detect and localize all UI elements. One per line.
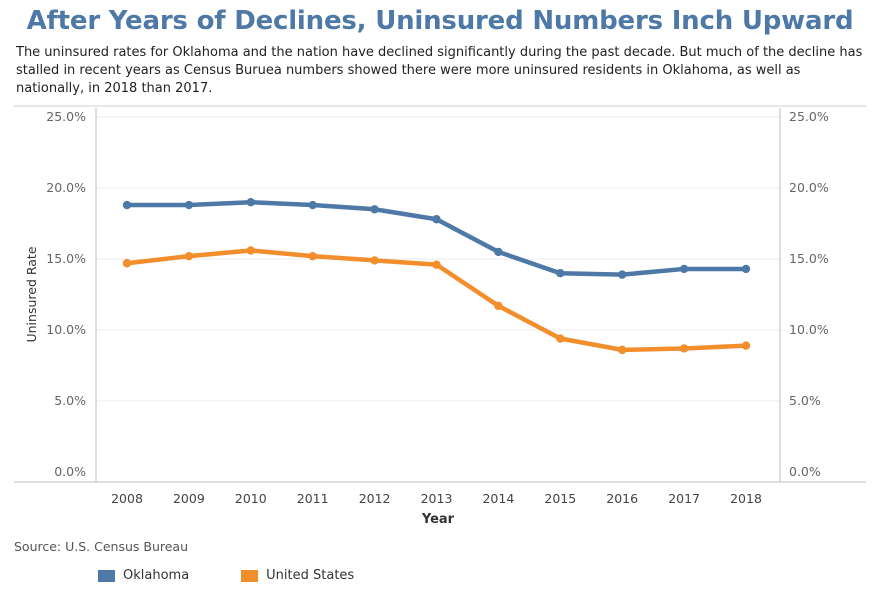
y-tick-label-right: 10.0% xyxy=(789,322,829,337)
chart-title: After Years of Declines, Uninsured Numbe… xyxy=(26,6,854,36)
data-point-united-states xyxy=(184,251,194,261)
data-point-oklahoma xyxy=(184,200,194,210)
x-tick-label: 2010 xyxy=(235,491,267,506)
x-tick-label: 2008 xyxy=(111,491,143,506)
y-axis-title: Uninsured Rate xyxy=(24,246,39,342)
data-point-united-states xyxy=(246,246,255,255)
x-axis-title: Year xyxy=(421,512,455,527)
x-tick-label: 2012 xyxy=(359,491,391,506)
x-tick-label: 2015 xyxy=(544,491,576,506)
data-point-united-states xyxy=(432,260,441,269)
data-point-united-states xyxy=(679,344,689,353)
data-point-united-states xyxy=(741,341,751,350)
y-tick-label-right: 0.0% xyxy=(789,464,821,479)
y-tick-label-right: 25.0% xyxy=(789,109,829,124)
legend-item-oklahoma[interactable]: Oklahoma xyxy=(98,568,189,583)
data-point-oklahoma xyxy=(679,264,689,274)
data-point-oklahoma xyxy=(741,264,751,274)
legend-label-oklahoma: Oklahoma xyxy=(123,568,190,583)
x-tick-label: 2011 xyxy=(297,491,329,506)
y-tick-label-left: 15.0% xyxy=(46,251,86,266)
legend-swatch-oklahoma xyxy=(98,569,115,582)
y-tick-label-right: 15.0% xyxy=(789,251,829,266)
legend-item-united-states[interactable]: United States xyxy=(241,568,354,583)
data-point-oklahoma xyxy=(494,247,503,257)
x-tick-label: 2009 xyxy=(173,491,205,506)
legend-swatch-united-states xyxy=(241,569,259,582)
x-tick-label: 2018 xyxy=(730,491,762,506)
x-tick-label: 2017 xyxy=(668,491,700,506)
legend-label-united-states: United States xyxy=(266,568,355,583)
x-tick-label: 2014 xyxy=(482,491,514,506)
y-tick-label-left: 20.0% xyxy=(46,180,86,195)
data-point-oklahoma xyxy=(122,200,132,210)
data-point-oklahoma xyxy=(618,270,627,279)
y-tick-label-left: 5.0% xyxy=(54,393,86,408)
y-tick-label-left: 10.0% xyxy=(46,322,86,337)
y-tick-label-left: 0.0% xyxy=(54,464,86,479)
y-tick-label-left: 25.0% xyxy=(46,109,86,124)
data-point-united-states xyxy=(370,256,379,265)
data-point-united-states xyxy=(494,301,503,311)
data-point-oklahoma xyxy=(246,198,255,207)
chart-subtitle: The uninsured rates for Oklahoma and the… xyxy=(16,45,863,96)
data-point-oklahoma xyxy=(370,205,379,214)
data-point-oklahoma xyxy=(556,269,565,278)
source-note: Source: U.S. Census Bureau xyxy=(14,539,189,554)
y-tick-label-right: 5.0% xyxy=(789,393,821,408)
y-tick-label-right: 20.0% xyxy=(789,180,829,195)
data-point-oklahoma xyxy=(432,215,441,224)
data-point-united-states xyxy=(122,259,132,268)
x-tick-label: 2016 xyxy=(606,491,638,506)
data-point-united-states xyxy=(556,334,565,343)
legend: Oklahoma United States xyxy=(98,568,354,583)
x-tick-label: 2013 xyxy=(421,491,453,506)
data-point-united-states xyxy=(308,251,317,261)
data-point-oklahoma xyxy=(308,200,317,210)
data-point-united-states xyxy=(618,345,627,355)
